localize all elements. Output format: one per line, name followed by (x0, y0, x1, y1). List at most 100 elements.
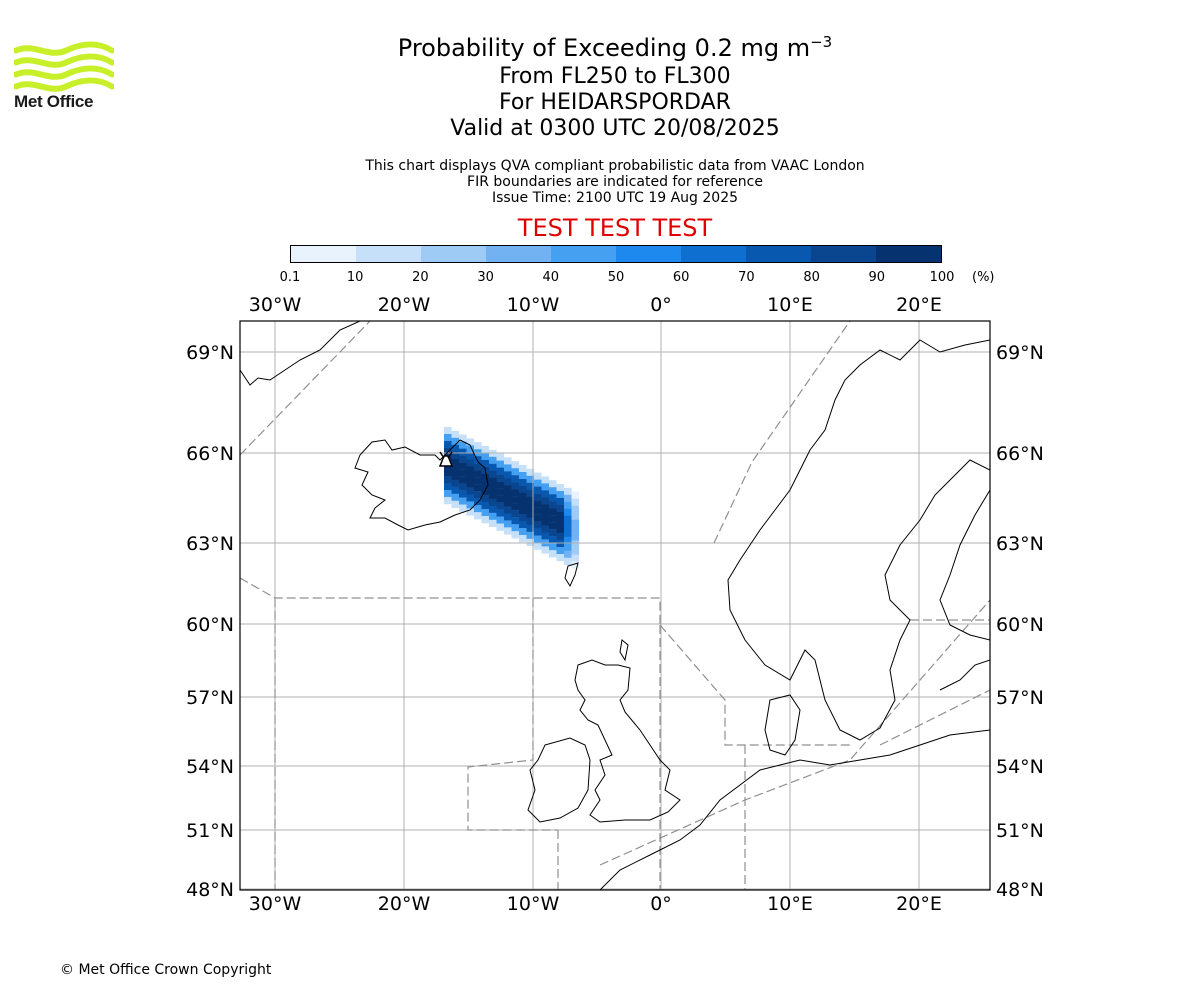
probability-cell (571, 554, 580, 562)
finland-coast (939, 489, 990, 641)
probability-cell (511, 461, 520, 469)
copyright-notice: © Met Office Crown Copyright (60, 962, 272, 978)
colorbar-tick-label: 50 (607, 270, 625, 285)
probability-cell (496, 474, 505, 482)
probability-cell (496, 488, 505, 496)
probability-cell (534, 500, 542, 508)
probability-cell (496, 453, 505, 461)
probability-cell (556, 519, 565, 527)
probability-cell (474, 484, 482, 492)
probability-cell (511, 503, 520, 511)
latitude-label: 51°N (186, 820, 234, 842)
probability-cell (571, 491, 580, 499)
probability-cell (564, 557, 572, 565)
probability-cell (511, 524, 520, 532)
probability-cell (549, 536, 557, 544)
latitude-label: 54°N (186, 756, 234, 778)
probability-cell (534, 514, 542, 522)
latitude-label: 57°N (996, 687, 1044, 709)
probability-cell (534, 493, 542, 501)
probability-cell (571, 533, 580, 541)
probability-cell (549, 508, 557, 516)
axis-labels: 30°W 30°W 20°W 20°W 10°W 10°W 0° 0° 10°E 10°E 20°E… (186, 294, 1044, 915)
probability-cell (541, 476, 550, 484)
probability-cell (474, 505, 482, 513)
longitude-label: 0° (650, 893, 672, 915)
probability-cell (504, 506, 512, 514)
probability-cell (451, 451, 460, 459)
probability-cell (541, 525, 550, 533)
faroe-coast (564, 562, 579, 588)
probability-cell (474, 512, 482, 520)
colorbar-segment (421, 246, 486, 262)
probability-cell (571, 526, 580, 534)
probability-cell (519, 528, 527, 536)
longitude-label: 0° (650, 294, 672, 316)
latitude-label: 69°N (996, 342, 1044, 364)
probability-cell (534, 528, 542, 536)
probability-cell (459, 441, 467, 449)
latitude-label: 48°N (996, 879, 1044, 901)
probability-cell (541, 511, 550, 519)
probability-cell (459, 469, 467, 477)
probability-cell (489, 519, 497, 527)
probability-cell (451, 472, 460, 480)
probability-cell (504, 499, 512, 507)
probability-cell (451, 444, 460, 452)
continent-coast (599, 729, 990, 890)
probability-cell (526, 489, 535, 497)
longitude-label: 10°E (767, 893, 813, 915)
probability-cell (504, 485, 512, 493)
probability-cell (511, 482, 520, 490)
probability-cell (466, 494, 475, 502)
iceland-coast (354, 439, 489, 531)
probability-cell (496, 495, 505, 503)
probability-cell (444, 490, 452, 498)
probability-cell (451, 465, 460, 473)
probability-cell (556, 554, 565, 562)
probability-cell (474, 463, 482, 471)
latitude-label: 54°N (996, 756, 1044, 778)
probability-cell (556, 526, 565, 534)
probability-cell (571, 547, 580, 555)
probability-cell (489, 456, 497, 464)
logo-wave (14, 53, 114, 68)
probability-cell (504, 513, 512, 521)
probability-cell (526, 468, 535, 476)
probability-cell (504, 471, 512, 479)
probability-cell (571, 512, 580, 520)
probability-cell (466, 438, 475, 446)
longitude-label: 30°W (249, 294, 302, 316)
probability-cell (526, 531, 535, 539)
probability-cell (564, 515, 572, 523)
probability-cell (459, 434, 467, 442)
colorbar-tick-label: 10 (346, 270, 364, 285)
colorbar-tick-label: 70 (738, 270, 755, 285)
longitude-label: 10°E (767, 294, 813, 316)
volcano-marker-icon (438, 451, 454, 467)
probability-cell (451, 437, 460, 445)
colorbar-segment (551, 246, 616, 262)
probability-cell (526, 496, 535, 504)
probability-cell (496, 509, 505, 517)
probability-cell (549, 550, 557, 558)
probability-cell (444, 441, 452, 449)
probability-cell (564, 550, 572, 558)
probability-cell (481, 495, 490, 503)
probability-cell (444, 476, 452, 484)
probability-cell (481, 481, 490, 489)
probability-cell (564, 508, 572, 516)
probability-cell (549, 487, 557, 495)
probability-cell (474, 456, 482, 464)
probability-cell (549, 515, 557, 523)
met-office-logo-icon (14, 41, 114, 92)
met-office-logo-text: Met Office (14, 92, 94, 111)
probability-cell (564, 522, 572, 530)
probability-cell (519, 472, 527, 480)
probability-cell (534, 472, 542, 480)
probability-cell (519, 500, 527, 508)
coastlines (240, 321, 990, 890)
probability-cell (534, 507, 542, 515)
probability-cell (481, 502, 490, 510)
